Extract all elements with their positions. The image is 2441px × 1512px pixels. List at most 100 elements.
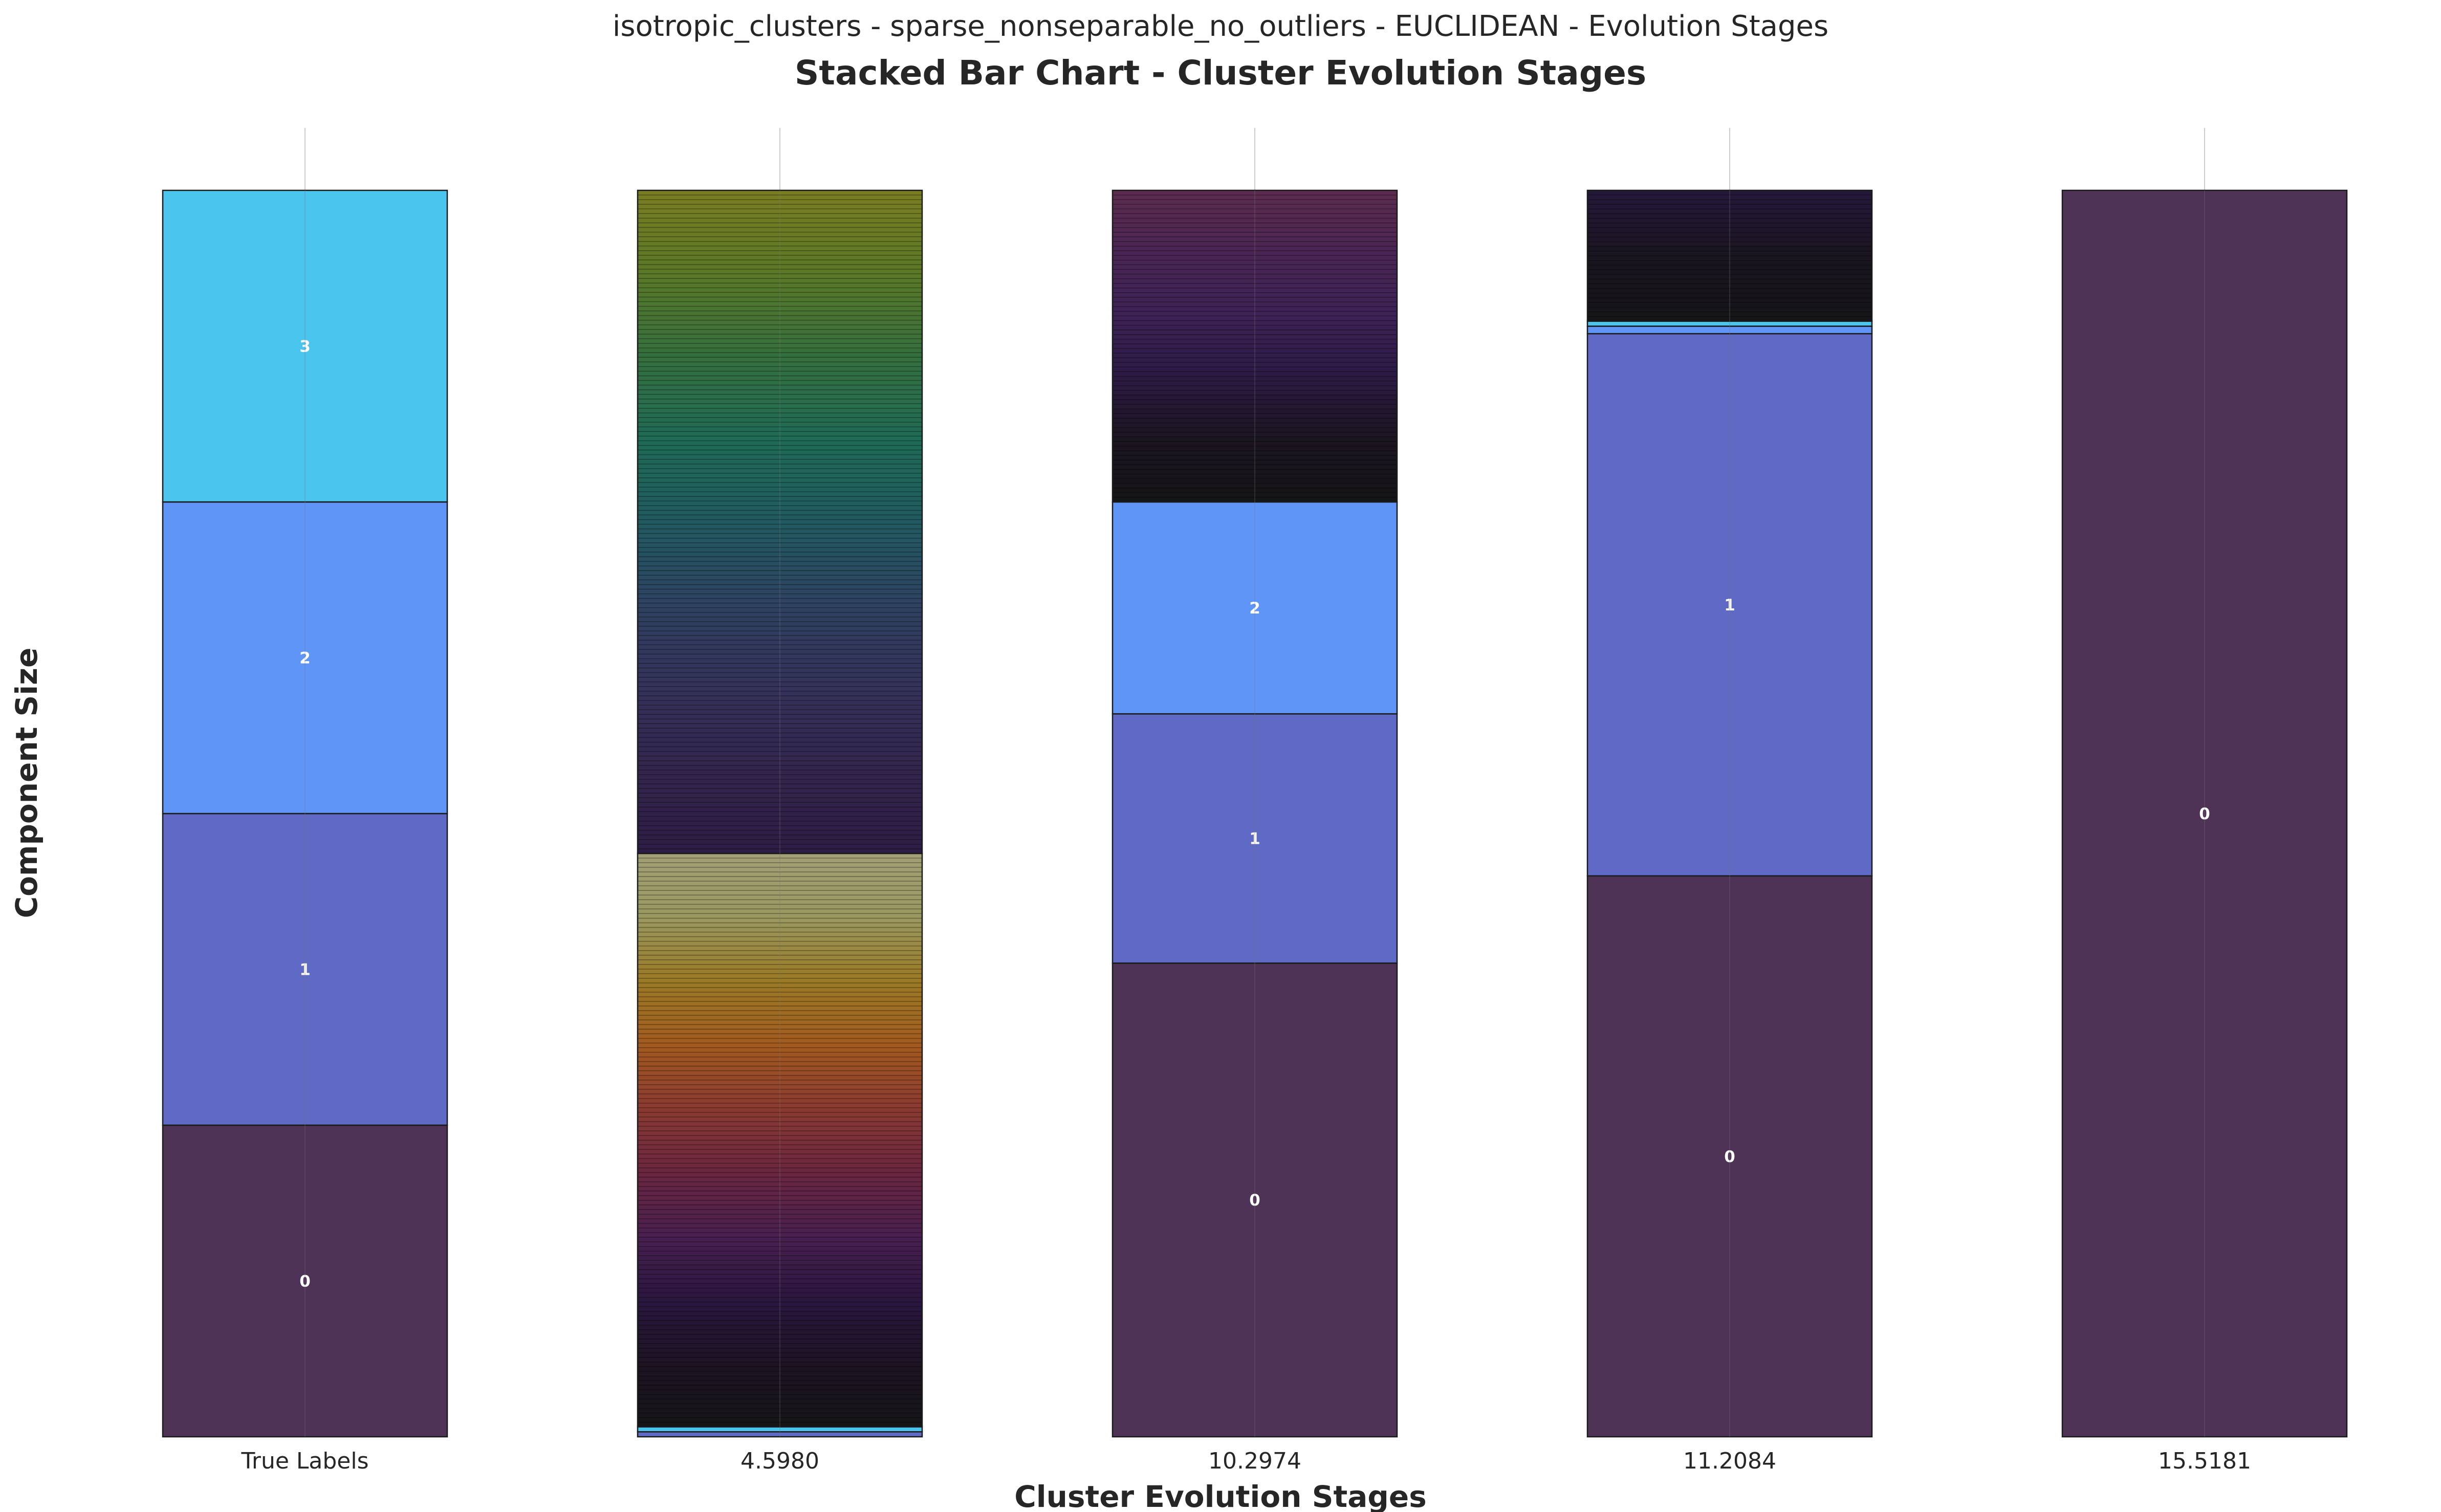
- component-stripe: [638, 1158, 922, 1164]
- component-stripe: [638, 1145, 922, 1150]
- component-stripe: [638, 510, 922, 515]
- component-stripe: [1113, 432, 1397, 437]
- bar-segment: [1111, 501, 1398, 715]
- component-stripe: [638, 793, 922, 798]
- component-stripe: [1113, 278, 1397, 284]
- component-stripe: [1587, 209, 1872, 214]
- component-stripe: [638, 1204, 922, 1210]
- component-stripe: [638, 1302, 922, 1307]
- component-stripe: [638, 1001, 922, 1006]
- component-stripe: [1113, 483, 1397, 489]
- segment-label: 1: [1249, 830, 1260, 848]
- component-stripe: [638, 1399, 922, 1404]
- component-stripe: [1113, 353, 1397, 358]
- component-stripe: [638, 547, 922, 553]
- component-stripe: [638, 973, 922, 979]
- component-stripe: [1113, 288, 1397, 293]
- segment-label: 0: [1249, 1191, 1260, 1210]
- bar-stage-2: [1111, 189, 1398, 1438]
- component-stripe: [638, 1093, 922, 1099]
- component-stripe: [638, 1034, 922, 1039]
- component-stripe: [638, 357, 922, 362]
- bar-segment-outline: [1111, 189, 1398, 503]
- component-stripe: [638, 241, 922, 247]
- bar-segment: [1586, 333, 1873, 877]
- bar-segment-outline: [1586, 189, 1873, 322]
- component-stripe: [638, 645, 922, 650]
- component-stripe: [638, 1357, 922, 1363]
- component-stripe: [638, 1274, 922, 1279]
- component-stripe: [638, 1200, 922, 1206]
- component-stripe: [638, 705, 922, 710]
- component-stripe: [638, 561, 922, 566]
- component-stripe: [638, 839, 922, 845]
- component-stripe: [638, 519, 922, 525]
- component-stripe: [638, 858, 922, 863]
- component-stripe: [638, 403, 922, 409]
- component-stripe: [638, 269, 922, 274]
- component-stripe: [638, 691, 922, 696]
- component-stripe: [638, 418, 922, 423]
- component-stripe: [638, 348, 922, 353]
- component-stripe: [638, 366, 922, 371]
- component-stripe: [1113, 302, 1397, 307]
- component-stripe: [638, 477, 922, 483]
- bar-stage-4: [2061, 189, 2348, 1438]
- component-stripe: [638, 552, 922, 557]
- component-stripe: [638, 659, 922, 664]
- component-stripe: [1587, 190, 1872, 195]
- component-stripe: [638, 936, 922, 942]
- component-stripe: [1113, 469, 1397, 474]
- component-stripe: [1113, 232, 1397, 237]
- x-axis-label: Cluster Evolution Stages: [1014, 1479, 1427, 1512]
- x-tick-label: True Labels: [241, 1448, 368, 1474]
- component-stripe: [638, 812, 922, 817]
- component-stripe: [638, 464, 922, 469]
- component-stripe: [1587, 279, 1872, 284]
- component-stripe: [638, 1283, 922, 1288]
- component-stripe: [638, 334, 922, 339]
- component-stripe: [638, 506, 922, 511]
- component-stripe: [638, 265, 922, 270]
- component-stripe: [638, 700, 922, 706]
- component-stripe: [1587, 293, 1872, 298]
- component-stripe: [638, 630, 922, 636]
- component-stripe: [638, 1209, 922, 1215]
- component-stripe: [638, 1306, 922, 1312]
- component-stripe: [638, 1135, 922, 1141]
- component-stripe: [638, 1371, 922, 1376]
- component-stripe: [638, 450, 922, 455]
- component-stripe: [1113, 241, 1397, 247]
- component-stripe: [638, 1140, 922, 1145]
- component-stripe: [638, 306, 922, 312]
- component-stripe: [638, 617, 922, 622]
- component-stripe: [638, 283, 922, 288]
- component-stripe: [638, 1367, 922, 1372]
- component-stripe: [1113, 478, 1397, 484]
- component-stripe: [638, 278, 922, 283]
- bar-segment: [162, 813, 448, 1126]
- component-stripe: [638, 227, 922, 233]
- component-stripe: [638, 200, 922, 205]
- component-stripe: [1113, 371, 1397, 377]
- bar-segment: [162, 189, 448, 503]
- component-stripe: [638, 1149, 922, 1154]
- segment-label: 2: [299, 649, 311, 668]
- component-stripe: [638, 1080, 922, 1085]
- component-stripe: [638, 728, 922, 733]
- component-stripe: [638, 1260, 922, 1265]
- component-stripe: [638, 1126, 922, 1131]
- bar-segment: [1111, 713, 1398, 964]
- bar-segment-multi: [1113, 190, 1397, 502]
- component-stripe: [638, 380, 922, 386]
- component-stripe: [1587, 204, 1872, 210]
- component-stripe: [638, 1339, 922, 1344]
- component-stripe: [1113, 418, 1397, 423]
- component-stripe: [1113, 227, 1397, 233]
- component-stripe: [638, 1422, 922, 1428]
- component-stripe: [638, 603, 922, 608]
- component-stripe: [638, 1380, 922, 1386]
- component-stripe: [638, 436, 922, 441]
- component-stripe: [638, 686, 922, 692]
- component-stripe: [638, 1029, 922, 1034]
